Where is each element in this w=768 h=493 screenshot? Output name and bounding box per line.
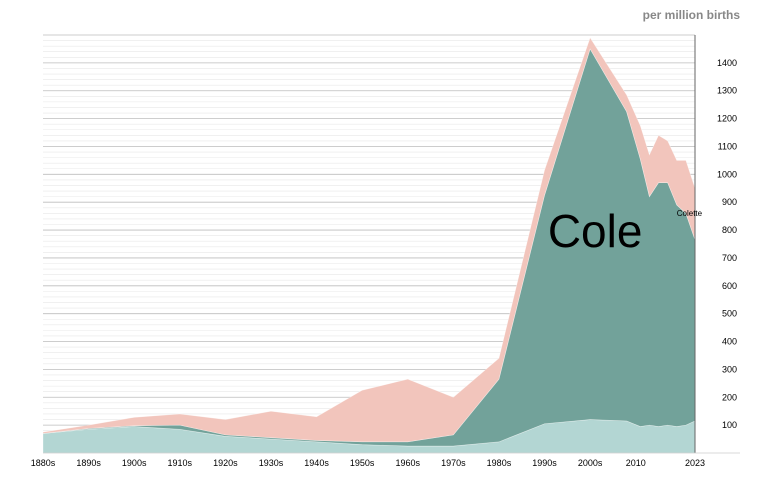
y-tick-label: 600 bbox=[722, 281, 737, 291]
y-tick-label: 400 bbox=[722, 337, 737, 347]
y-tick-label: 800 bbox=[722, 225, 737, 235]
y-tick-label: 1100 bbox=[718, 141, 737, 151]
x-tick-label: 1910s bbox=[168, 458, 193, 468]
x-tick-label: 1930s bbox=[259, 458, 284, 468]
x-tick-label: 1890s bbox=[76, 458, 101, 468]
x-tick-label: 1900s bbox=[122, 458, 147, 468]
x-tick-label: 1980s bbox=[487, 458, 512, 468]
series-label-small: Colette bbox=[677, 209, 703, 218]
y-tick-label: 100 bbox=[722, 420, 737, 430]
x-tick-label: 1960s bbox=[395, 458, 420, 468]
y-tick-label: 300 bbox=[722, 364, 737, 374]
unit-label: per million births bbox=[643, 8, 741, 22]
axes: 100 200 300 400 500 600 700 800 900 1000 1100 1200 1… bbox=[31, 35, 740, 468]
y-tick-label: 1400 bbox=[717, 58, 737, 68]
y-tick-label: 500 bbox=[722, 309, 737, 319]
y-tick-label: 200 bbox=[722, 392, 737, 402]
y-tick-label: 1200 bbox=[717, 114, 737, 124]
x-tick-label: 2010 bbox=[626, 458, 646, 468]
annotations: Cole Colette bbox=[548, 205, 703, 257]
y-tick-label: 700 bbox=[722, 253, 737, 263]
x-tick-label: 1920s bbox=[213, 458, 238, 468]
x-tick-label: 1970s bbox=[441, 458, 466, 468]
x-tick-label: 1880s bbox=[31, 458, 56, 468]
y-tick-label: 1300 bbox=[717, 86, 737, 96]
x-tick-label: 1990s bbox=[532, 458, 557, 468]
y-tick-label: 900 bbox=[722, 197, 737, 207]
x-tick-label: 1940s bbox=[304, 458, 329, 468]
x-tick-label: 2023 bbox=[685, 458, 705, 468]
x-tick-label: 2000s bbox=[578, 458, 603, 468]
x-tick-label: 1950s bbox=[350, 458, 375, 468]
series-label-large: Cole bbox=[548, 205, 643, 257]
y-tick-label: 1000 bbox=[717, 169, 737, 179]
